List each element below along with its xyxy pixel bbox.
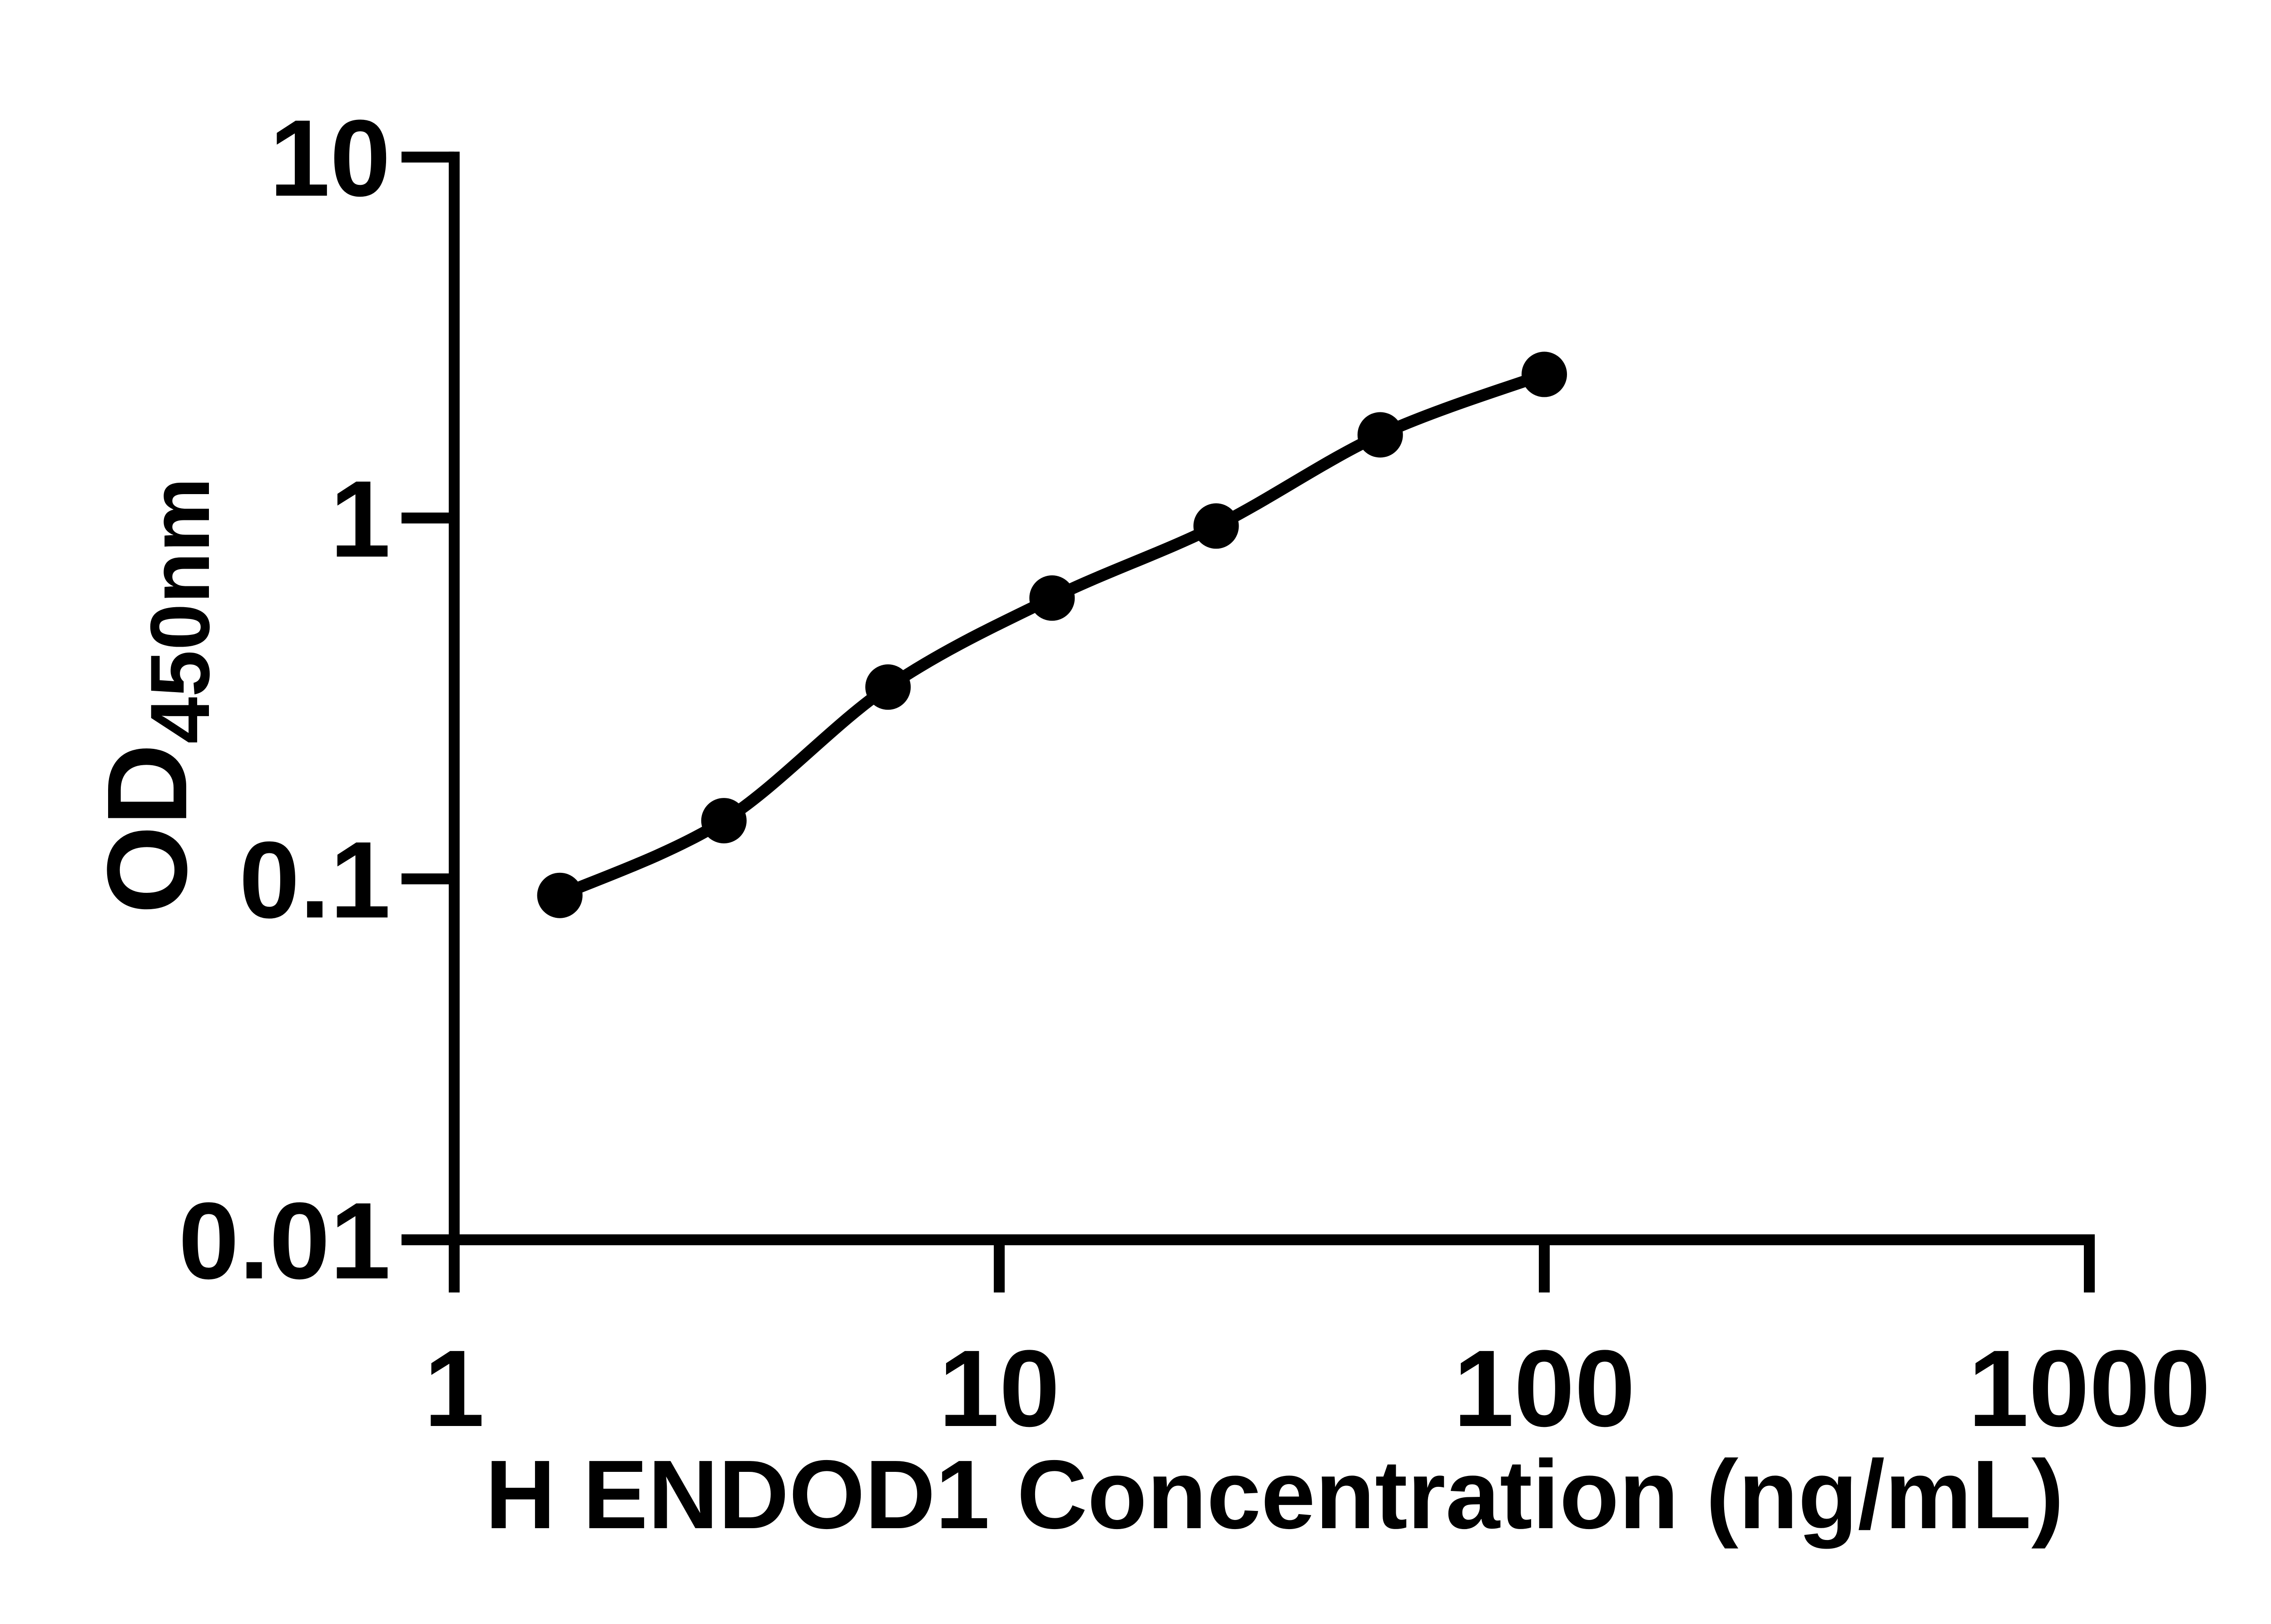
x-tick-label: 100 xyxy=(1453,1327,1635,1449)
y-tick-label: 10 xyxy=(269,97,391,219)
data-point xyxy=(701,798,747,844)
data-point xyxy=(1357,412,1403,458)
y-axis-title: OD450nm xyxy=(84,477,227,914)
y-tick-label: 0.01 xyxy=(179,1180,391,1302)
data-point xyxy=(1522,352,1567,397)
x-tick-label: 10 xyxy=(939,1327,1060,1449)
axes-line xyxy=(449,151,2095,1245)
x-tick-label: 1 xyxy=(424,1327,484,1449)
data-point xyxy=(865,664,911,710)
data-point xyxy=(537,872,583,918)
y-tick-label: 1 xyxy=(330,458,391,580)
y-tick-label: 0.1 xyxy=(239,819,391,941)
data-point xyxy=(1029,575,1075,621)
y-axis-title-main: OD xyxy=(84,744,210,914)
x-tick-label: 1000 xyxy=(1968,1327,2211,1449)
y-axis-title-subscript: 450nm xyxy=(134,477,227,743)
data-point xyxy=(1193,503,1239,549)
x-axis-title: H ENDOD1 Concentration (ng/mL) xyxy=(485,1440,2064,1549)
